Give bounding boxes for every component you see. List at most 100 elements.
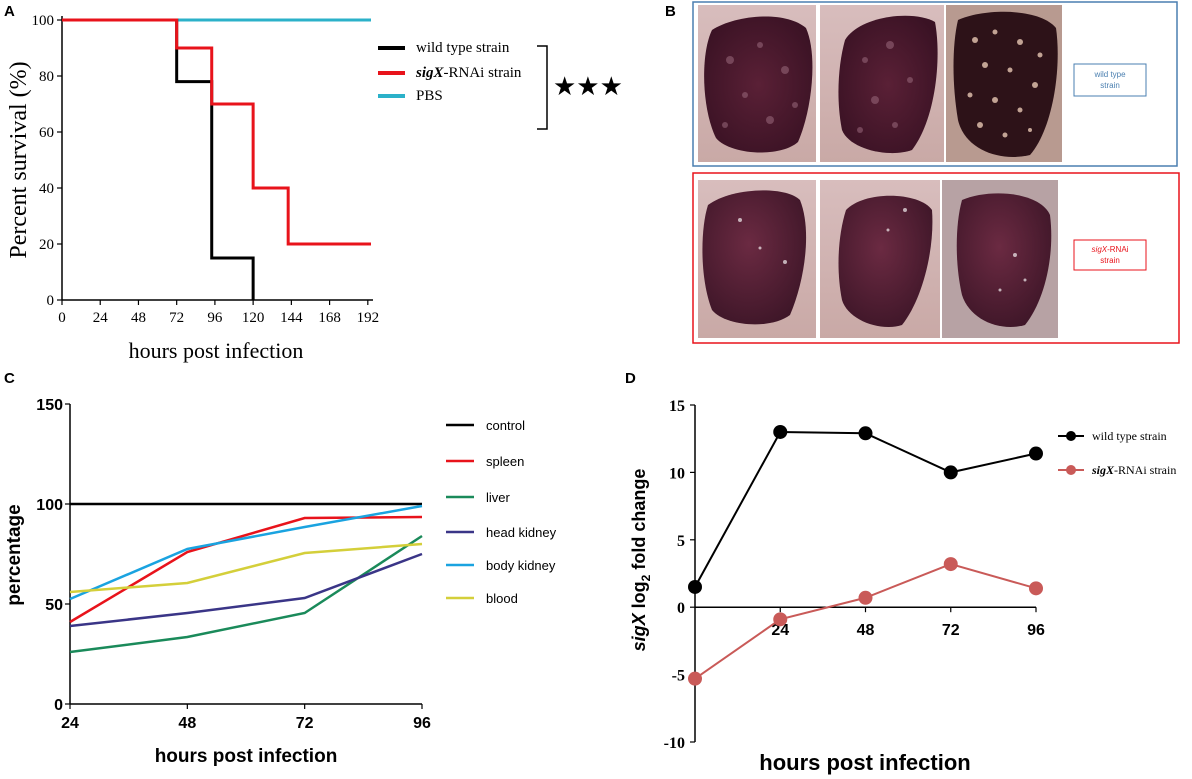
legend-label: blood	[486, 591, 518, 606]
wild-type-label-box	[1073, 63, 1147, 97]
series-line-0	[694, 430, 1037, 588]
legend-label: liver	[486, 490, 511, 505]
series-line-head-kidney	[69, 552, 423, 628]
data-point	[858, 590, 873, 605]
panel-a: A 0 24 48 72 96 120 144 168 192 0 20 40 60 80 100 hours…	[4, 3, 623, 363]
y-axis-label: percentage	[4, 504, 25, 605]
legend-label: head kidney	[486, 525, 557, 540]
wt-nodules	[967, 29, 1043, 138]
y-tick-label: 10	[669, 465, 685, 482]
x-tick-label: 168	[318, 310, 341, 326]
svg-text:wild type: wild type	[1093, 70, 1126, 79]
spleen-photo-rnai-2	[838, 195, 933, 328]
legend-label: sigX-RNAi strain	[415, 65, 522, 81]
y-tick-label: 20	[39, 237, 54, 253]
y-tick-label: 0	[54, 697, 63, 714]
significance-stars: ★★★	[553, 72, 623, 101]
legend-label: control	[486, 418, 525, 433]
x-tick-label: 72	[296, 715, 314, 732]
x-tick-label: 120	[242, 310, 265, 326]
panel-c: C 24 48 72 96 0 50 100 150 hours post infection p…	[4, 370, 557, 767]
fold-change-chart: -10 -5 0 5 10 15 24 48 72 96 hours post infection s…	[629, 398, 1176, 775]
x-tick-label: 0	[58, 310, 66, 326]
data-point	[1029, 446, 1043, 461]
spleen-photo-wt-2	[838, 15, 938, 154]
spleen-photo-rnai-1	[702, 190, 807, 325]
svg-text:strain: strain	[1100, 256, 1120, 265]
data-point	[773, 612, 788, 627]
wt-spots	[722, 41, 913, 133]
y-tick-label: 50	[45, 597, 63, 614]
x-tick-label: 48	[857, 622, 875, 639]
x-tick-label: 24	[771, 622, 789, 639]
data-point	[943, 557, 958, 572]
y-axis-label: Percent survival (%)	[6, 61, 32, 258]
panel-a-label: A	[4, 3, 15, 20]
y-tick-label: 80	[39, 69, 54, 85]
y-tick-label: 60	[39, 125, 54, 141]
data-point	[943, 465, 958, 480]
y-tick-label: 15	[669, 398, 685, 415]
panel-b: B wild type strain	[665, 1, 1180, 344]
organ-percentage-chart: 24 48 72 96 0 50 100 150 hours post infection per…	[4, 397, 557, 767]
x-tick-label: 24	[93, 310, 109, 326]
significance-bracket	[537, 45, 548, 130]
x-tick-label: 48	[131, 310, 146, 326]
spleen-photo-wt-3	[953, 11, 1058, 157]
panel-c-label: C	[4, 370, 15, 387]
legend-label: sigX-RNAi strain	[1091, 463, 1176, 477]
panel-d: D -10 -5 0 5 10 15 24 48 72 96 hours post infectio…	[625, 370, 1176, 775]
y-tick-label: 5	[677, 533, 685, 550]
data-point	[773, 424, 788, 439]
x-tick-label: 96	[1027, 622, 1045, 639]
series-line-1	[62, 18, 371, 246]
svg-text:sigX-RNAi: sigX-RNAi	[1092, 245, 1129, 254]
spleen-photo-wt-1	[704, 16, 813, 153]
y-tick-label: -10	[664, 735, 685, 752]
x-tick-label: 144	[280, 310, 303, 326]
panel-b-label: B	[665, 3, 676, 20]
legend-marker	[1066, 431, 1076, 441]
legend-label: PBS	[416, 88, 443, 104]
x-tick-label: 24	[61, 715, 79, 732]
x-tick-label: 96	[413, 715, 431, 732]
x-axis-label: hours post infection	[155, 746, 338, 767]
y-tick-label: 40	[39, 181, 54, 197]
rnai-label-box	[1073, 239, 1147, 271]
data-point	[688, 671, 702, 686]
legend-marker	[1066, 465, 1076, 475]
x-tick-label: 192	[357, 310, 380, 326]
y-tick-label: 100	[36, 497, 63, 514]
rnai-highlights	[738, 208, 1027, 292]
y-tick-label: 0	[47, 293, 55, 309]
x-tick-label: 72	[942, 622, 960, 639]
rnai-photo-row: sigX-RNAi strain	[692, 172, 1180, 344]
legend-label: wild type strain	[416, 40, 510, 56]
panel-d-label: D	[625, 370, 636, 387]
data-point	[688, 579, 702, 594]
data-point	[1029, 581, 1043, 596]
survival-chart: 0 24 48 72 96 120 144 168 192 0 20 40 60 80 100 hours p…	[6, 13, 623, 363]
series-line-0	[62, 18, 255, 300]
x-tick-label: 48	[178, 715, 196, 732]
x-tick-label: 96	[207, 310, 223, 326]
legend-label: spleen	[486, 454, 524, 469]
legend-label: body kidney	[486, 558, 556, 573]
y-tick-label: 150	[36, 397, 63, 414]
x-tick-label: 72	[169, 310, 184, 326]
series-line-blood	[69, 542, 423, 594]
x-axis-label: hours post infection	[759, 750, 970, 775]
wild-type-photo-row: wild type strain	[692, 1, 1178, 167]
y-axis-label: sigX log2 fold change	[629, 469, 653, 652]
data-point	[858, 426, 873, 441]
spleen-photo-rnai-3	[956, 193, 1052, 327]
series-line-liver	[69, 534, 423, 654]
y-tick-label: 0	[677, 600, 685, 617]
x-axis-label: hours post infection	[129, 338, 304, 363]
svg-text:strain: strain	[1100, 81, 1120, 90]
legend-label: wild type strain	[1092, 429, 1167, 443]
series-line-body-kidney	[69, 504, 423, 601]
y-tick-label: 100	[32, 13, 55, 29]
y-tick-label: -5	[672, 668, 685, 685]
